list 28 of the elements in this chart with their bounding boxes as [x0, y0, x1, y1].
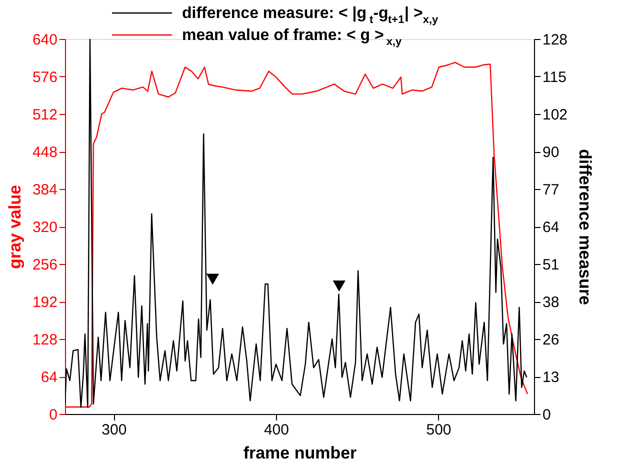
y-tick-label: 320	[32, 219, 58, 236]
y-axis-title: gray value	[5, 184, 24, 270]
y2-tick-label: 0	[542, 406, 551, 424]
y2-tick-label: 13	[542, 369, 560, 386]
y2-tick-label: 128	[542, 32, 568, 48]
y-tick-label: 256	[32, 256, 58, 274]
y2-tick-label: 102	[542, 106, 568, 124]
x-tick-label: 300	[102, 422, 127, 438]
y-tick-label: 0	[49, 406, 58, 424]
x-tick-label: 500	[426, 422, 452, 438]
y-tick-label: 640	[32, 32, 58, 48]
y2-tick-label: 90	[542, 144, 560, 161]
x-axis-title: frame number	[243, 444, 358, 462]
y-tick-label: 64	[40, 369, 58, 386]
y-tick-label: 512	[32, 106, 58, 124]
y-tick-label: 128	[32, 332, 58, 348]
y-tick-label: 192	[32, 294, 58, 311]
y-tick-label: 576	[32, 69, 58, 86]
y2-tick-label: 77	[542, 182, 560, 198]
y2-tick-label: 38	[542, 294, 560, 311]
y2-tick-label: 51	[542, 256, 560, 274]
y-tick-label: 384	[32, 182, 58, 198]
y2-tick-label: 115	[542, 69, 566, 86]
y-tick-label: 448	[32, 144, 58, 161]
y2-tick-label: 26	[542, 332, 560, 348]
y2-axis-title: difference measure	[576, 149, 595, 305]
x-tick-label: 400	[264, 422, 289, 438]
y2-tick-label: 64	[542, 219, 560, 236]
